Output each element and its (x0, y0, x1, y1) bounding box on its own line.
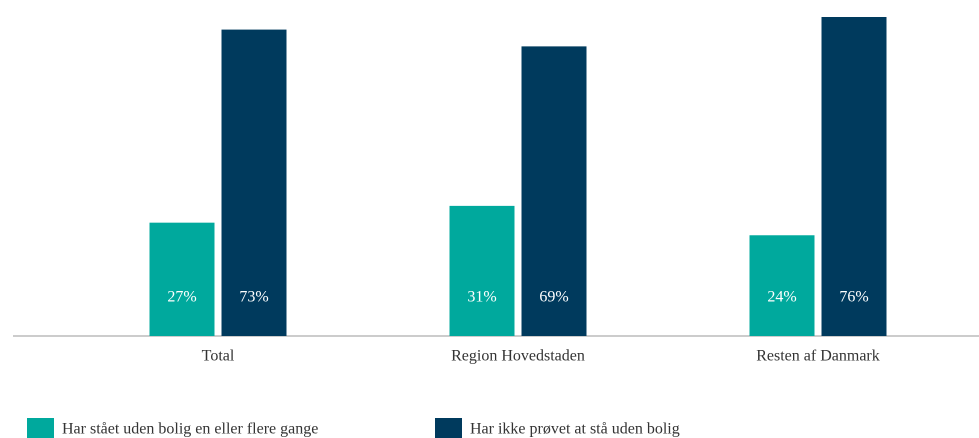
bar (449, 205, 515, 336)
legend-swatch (27, 418, 54, 438)
bar (221, 29, 287, 337)
data-label: 27% (167, 289, 196, 306)
data-label: 76% (839, 289, 868, 306)
x-tick-label: Total (202, 348, 235, 365)
bar (749, 235, 815, 336)
x-tick-label: Region Hovedstaden (451, 348, 585, 365)
bar (149, 222, 215, 336)
legend-swatch (435, 418, 462, 438)
bar (521, 46, 587, 336)
data-label: 31% (467, 289, 496, 306)
legend-label: Har ikke prøvet at stå uden bolig (470, 421, 680, 438)
bar (821, 17, 887, 336)
x-tick-label: Resten af Danmark (756, 348, 880, 365)
legend-label: Har stået uden bolig en eller flere gang… (62, 421, 318, 438)
data-label: 73% (239, 289, 268, 306)
data-label: 69% (539, 289, 568, 306)
data-label: 24% (767, 289, 796, 306)
